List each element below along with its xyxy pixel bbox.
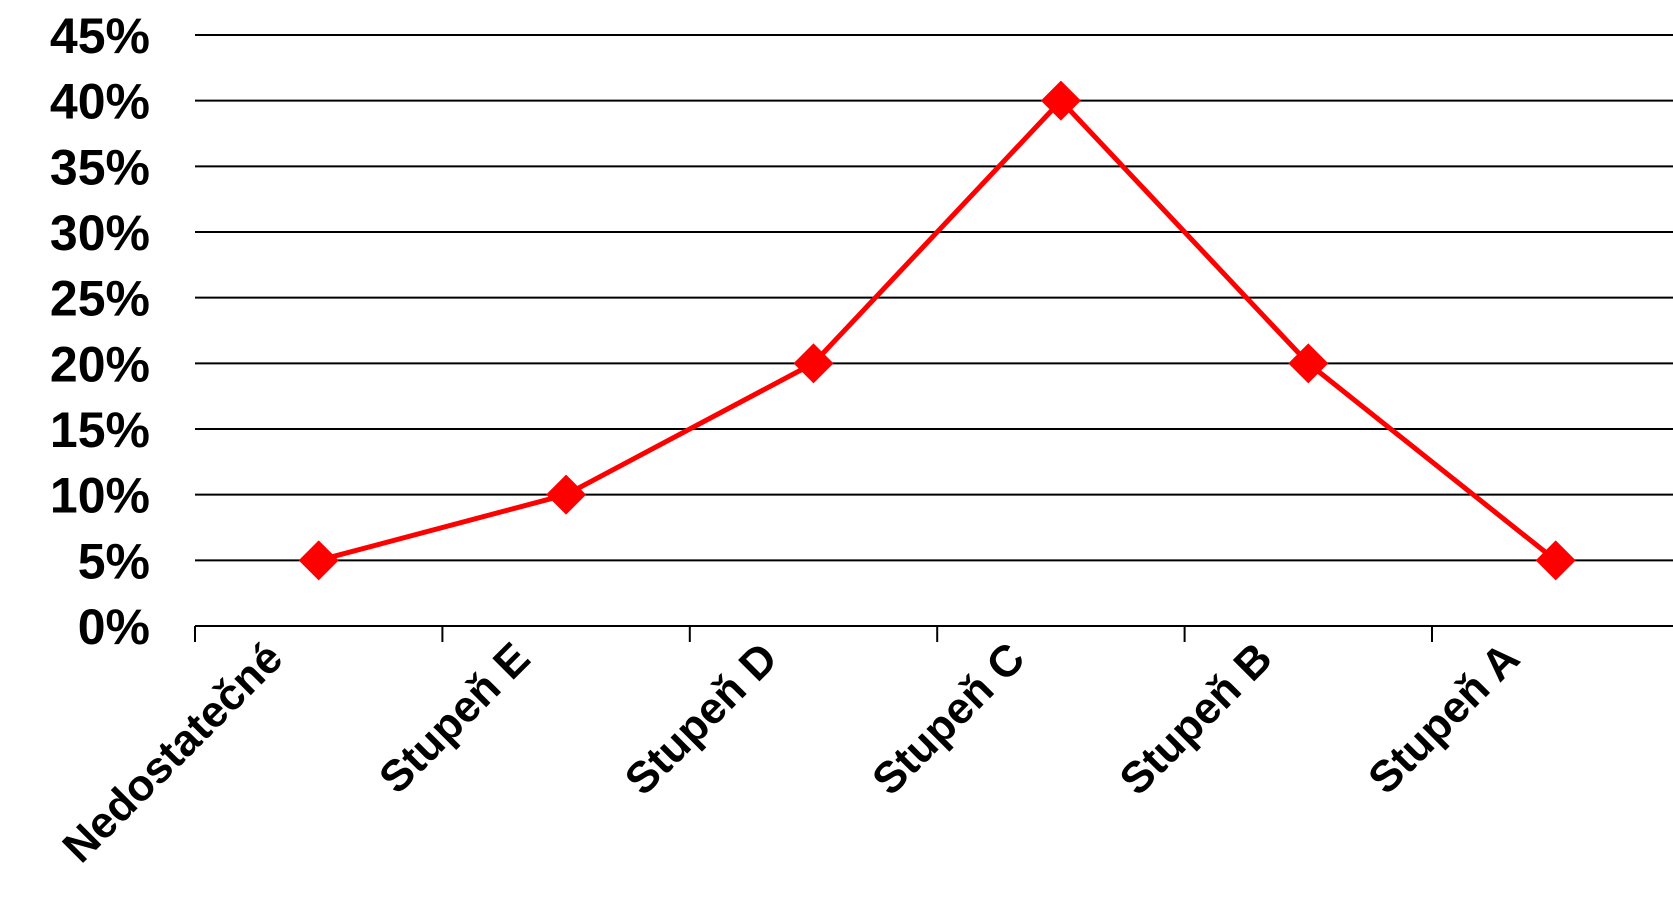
data-point-marker <box>1040 80 1081 121</box>
series-line-path <box>318 97 1558 563</box>
x-axis-category-labels: Nedostatečné Stupeň E Stupeň D Stupeň C Stup… <box>53 633 1529 872</box>
y-tick-label: 40% <box>50 74 150 130</box>
y-tick-label: 10% <box>50 468 150 524</box>
x-tick-label: Stupeň D <box>616 633 787 804</box>
data-point-marker <box>546 474 587 515</box>
series-markers <box>298 80 1576 581</box>
x-tick-label: Stupeň B <box>1110 633 1281 804</box>
data-point-marker <box>793 343 834 384</box>
y-tick-label: 35% <box>50 139 150 195</box>
y-tick-label: 45% <box>50 8 150 64</box>
x-tick-label: Stupeň C <box>863 633 1034 804</box>
x-tick-label: Stupeň A <box>1359 633 1529 803</box>
y-axis-tick-labels: 0% 5% 10% 15% 20% 25% 30% 35% 40% 45% <box>50 8 150 655</box>
y-tick-label: 15% <box>50 402 150 458</box>
y-tick-label: 0% <box>78 599 150 655</box>
y-tick-label: 30% <box>50 205 150 261</box>
y-tick-label: 5% <box>78 533 150 589</box>
series-line <box>318 97 1558 563</box>
data-point-marker <box>1288 343 1329 384</box>
data-point-marker <box>1535 540 1576 581</box>
x-axis <box>194 626 1433 642</box>
gridlines <box>195 34 1673 627</box>
y-tick-label: 20% <box>50 336 150 392</box>
data-point-marker <box>298 540 339 581</box>
y-tick-label: 25% <box>50 271 150 327</box>
x-tick-label: Stupeň E <box>370 633 539 802</box>
x-tick-label: Nedostatečné <box>53 633 292 872</box>
